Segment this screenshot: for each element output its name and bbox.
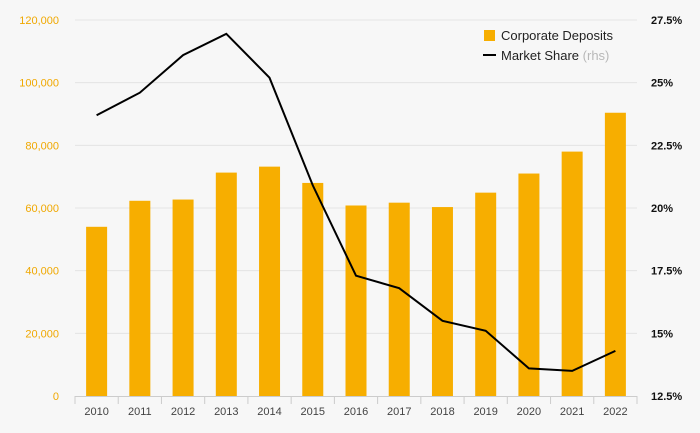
axes: 2010 2011 2012 2013 2014 2015 2016 2017 2018 2019… (19, 15, 682, 418)
x-tick-label: 2017 (387, 406, 411, 418)
x-tick-label: 2016 (344, 406, 368, 418)
y-left-tick-label: 100,000 (19, 78, 59, 90)
y-right-tick-label: 27.5% (651, 15, 682, 27)
y-left-tick-label: 120,000 (19, 15, 59, 27)
x-tick-label: 2014 (257, 406, 281, 418)
bar-2019 (475, 192, 497, 396)
legend-swatch-corporate-deposits (484, 30, 495, 41)
bar-2020 (518, 173, 540, 396)
x-tick-label: 2019 (473, 406, 497, 418)
bar-2011 (129, 200, 151, 396)
legend-label-market-share: Market Share (rhs) (501, 48, 609, 63)
bar-2022 (604, 112, 626, 396)
y-right-tick-label: 22.5% (651, 140, 682, 152)
x-tick-label: 2021 (560, 406, 584, 418)
bar-2021 (561, 151, 583, 396)
bar-2010 (86, 226, 108, 396)
y-right-tick-label: 25% (651, 78, 673, 90)
bar-2012 (172, 199, 194, 396)
x-tick-label: 2012 (171, 406, 195, 418)
bar-series (86, 112, 626, 396)
legend: Corporate Deposits Market Share (rhs) (483, 28, 613, 63)
y-left-tick-label: 40,000 (25, 266, 59, 278)
bar-2013 (215, 172, 237, 396)
y-left-tick-label: 20,000 (25, 328, 59, 340)
bar-2015 (302, 182, 324, 396)
x-tick-label: 2020 (517, 406, 541, 418)
y-right-tick-label: 17.5% (651, 266, 682, 278)
bar-2014 (259, 166, 281, 396)
x-tick-label: 2013 (214, 406, 238, 418)
market-share-line (96, 32, 616, 372)
y-right-tick-label: 20% (651, 203, 673, 215)
y-left-tick-label: 80,000 (25, 140, 59, 152)
line-series (96, 32, 616, 372)
bar-2018 (431, 207, 453, 396)
bar-2016 (345, 205, 367, 396)
y-left-tick-label: 0 (53, 391, 59, 403)
x-tick-label: 2018 (430, 406, 454, 418)
x-tick-label: 2011 (128, 406, 152, 418)
bar-2017 (388, 202, 410, 396)
x-tick-label: 2022 (603, 406, 627, 418)
x-tick-label: 2010 (84, 406, 108, 418)
y-left-tick-label: 60,000 (25, 203, 59, 215)
legend-label-corporate-deposits: Corporate Deposits (501, 28, 613, 43)
legend-label-rhs-suffix: (rhs) (583, 48, 610, 63)
x-tick-label: 2015 (301, 406, 325, 418)
y-right-tick-label: 12.5% (651, 391, 682, 403)
y-right-tick-label: 15% (651, 328, 673, 340)
